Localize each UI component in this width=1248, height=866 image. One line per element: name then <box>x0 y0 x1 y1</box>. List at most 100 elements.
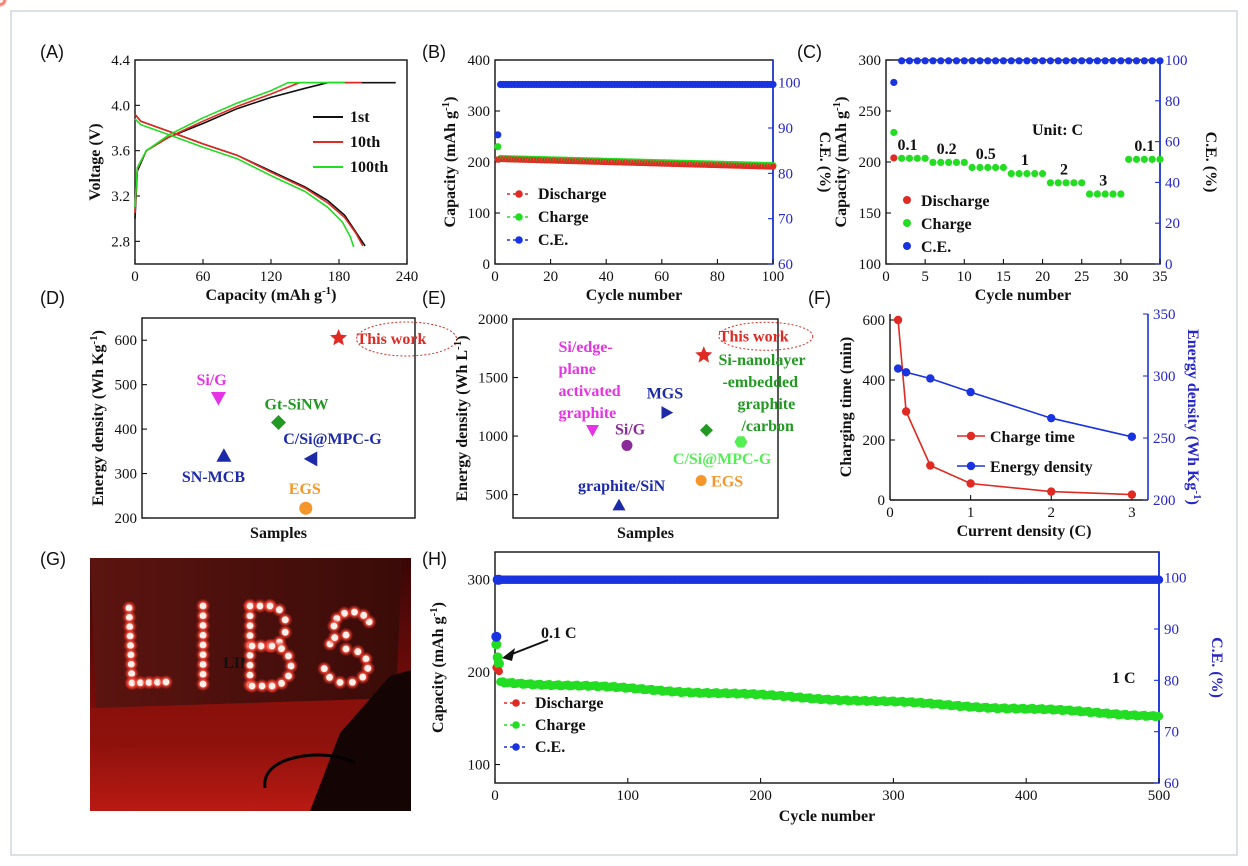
led-dot <box>199 622 207 629</box>
panel-f-xtick-label: 3 <box>1128 505 1136 521</box>
panel-c-xtick-label: 10 <box>957 269 972 285</box>
panel-d-point-triangle-left <box>303 451 318 467</box>
led-dot <box>351 608 358 616</box>
panel-h-legend-label: C.E. <box>535 739 565 756</box>
panel-d-point-label: Gt-SiNW <box>265 396 329 413</box>
panel-d-point-label: SN-MCB <box>182 469 245 486</box>
panel-c-ce-point <box>1078 57 1086 65</box>
panel-b-ce-point <box>494 131 502 139</box>
panel-c-charge-point <box>1070 179 1078 187</box>
panel-c-charge-point <box>984 163 992 172</box>
panel-d-point-circle <box>299 501 313 515</box>
panel-h-annotation-1c: 1 C <box>1112 670 1136 687</box>
panel-h-y2tick-label: 70 <box>1164 725 1179 741</box>
led-dot <box>248 682 256 690</box>
panel-f-ytick-label: 600 <box>863 313 886 329</box>
panel-b-xtick-label: 40 <box>599 269 614 285</box>
led-dot <box>246 651 254 659</box>
panel-f-y2label-end: ) <box>1184 500 1201 505</box>
panel-c-ce-point <box>1046 57 1054 65</box>
panel-c-ylabel-end: ) <box>833 97 850 102</box>
panel-c-ce-point <box>1031 57 1039 65</box>
panel-b-xtick-label: 0 <box>491 269 499 285</box>
panel-c-ylabel-main: Capacity (mAh g <box>833 111 850 227</box>
panel-b-ytick-label: 400 <box>468 53 491 69</box>
panel-h-legend-label: Discharge <box>535 695 603 712</box>
panel-h-y2tick-label: 60 <box>1164 776 1179 792</box>
panel-a-10th-discharge-curve <box>134 113 364 247</box>
panel-c-charge-point <box>1031 170 1039 178</box>
panel-h-charge-point <box>493 658 504 669</box>
panel-c-ce-point <box>952 57 961 65</box>
led-dot <box>199 612 207 620</box>
panel-c-y2tick-label: 80 <box>1165 94 1180 110</box>
panel-c-ce-point <box>984 57 992 65</box>
panel-f-ytick-label: 200 <box>863 433 886 449</box>
panel-c-ce-point <box>976 57 984 65</box>
panel-c-ytick-label: 300 <box>859 53 882 69</box>
panel-c-ce-point <box>1062 57 1070 65</box>
panel-b-y2tick-label: 100 <box>778 76 801 92</box>
panel-b-y2tick-label: 70 <box>778 212 793 228</box>
panel-f-time-point <box>926 461 935 470</box>
led-dot <box>276 606 283 614</box>
panel-a-xlabel: Capacity (mAh g-1) <box>206 285 337 304</box>
panel-h-legend-0-marker <box>512 699 520 707</box>
panel-h-ylabel-end: ) <box>430 602 447 607</box>
panel-h-xtick-label: 400 <box>1015 788 1038 804</box>
panel-h-y2tick-label: 80 <box>1164 673 1179 689</box>
led-dot <box>278 645 285 653</box>
panel-c-charge-point <box>1062 179 1070 187</box>
led-dot <box>285 672 292 680</box>
panel-a-legend-10th: 10th <box>350 134 380 151</box>
panel-c-charge-point <box>1156 155 1164 163</box>
panel-a-xtick-label: 0 <box>131 269 139 285</box>
led-dot <box>326 673 333 681</box>
panel-c-legend-marker <box>903 196 911 204</box>
panel-c-ytick-label: 100 <box>859 257 882 273</box>
panel-a-legend-1st: 1st <box>350 109 370 126</box>
panel-f-time-point <box>893 315 903 325</box>
panel-f-time-line <box>897 319 1132 496</box>
led-dot <box>364 664 372 672</box>
panel-e-point-label-line: activated <box>559 383 621 400</box>
panel-c-ce-point <box>937 57 945 65</box>
panel-f-xtick-label: 1 <box>967 505 975 521</box>
panel-c-xtick-label: 30 <box>1113 269 1128 285</box>
led-dot <box>126 623 134 631</box>
led-dot <box>199 680 207 688</box>
led-dot <box>268 642 276 650</box>
panel-e-point-label: MGS <box>647 386 684 403</box>
panel-c-ce-point <box>921 57 929 65</box>
panel-f-energy-point <box>901 368 911 377</box>
panel-e-point-circle <box>621 439 633 451</box>
panel-f-y2label: Energy density (Wh Kg-1) <box>1184 329 1203 505</box>
panel-h-xtick-label: 0 <box>491 788 499 804</box>
panel-c-rate-label: 1 <box>1021 152 1029 169</box>
led-dot <box>246 671 254 679</box>
panel-c-y2tick-label: 100 <box>1165 53 1188 69</box>
panel-c-legend-marker <box>903 242 911 250</box>
panel-b-ytick-label: 300 <box>468 104 491 120</box>
panel-h-charge-point <box>1154 712 1164 721</box>
panel-c-charge-point <box>1054 179 1062 187</box>
panel-e-point-label-line: -embedded <box>722 374 798 391</box>
led-dot <box>359 673 367 681</box>
panel-d-point-label: Si/G <box>196 372 227 389</box>
panel-f-energy-point <box>966 387 975 397</box>
panel-e-ytick-label: 1000 <box>478 429 508 445</box>
panel-c-ytick-label: 250 <box>859 104 882 120</box>
panel-h-annotation-0.1c: 0.1 C <box>541 625 577 642</box>
led-dot <box>342 631 350 639</box>
led-dot <box>287 662 295 670</box>
panel-h-arrow-head <box>502 648 515 661</box>
led-dot <box>246 632 254 640</box>
panel-c-ce-point <box>1007 57 1015 65</box>
panel-f-time-point <box>1047 487 1056 496</box>
panel-h-legend-label: Charge <box>535 717 586 734</box>
panel-a-100th-charge-curve <box>134 81 345 208</box>
panel-e-ytick-label: 2000 <box>478 312 508 328</box>
panel-c-ce-point <box>999 57 1008 65</box>
panel-f-y2label-main: Energy density (Wh Kg <box>1184 329 1201 490</box>
led-dot <box>246 612 254 620</box>
